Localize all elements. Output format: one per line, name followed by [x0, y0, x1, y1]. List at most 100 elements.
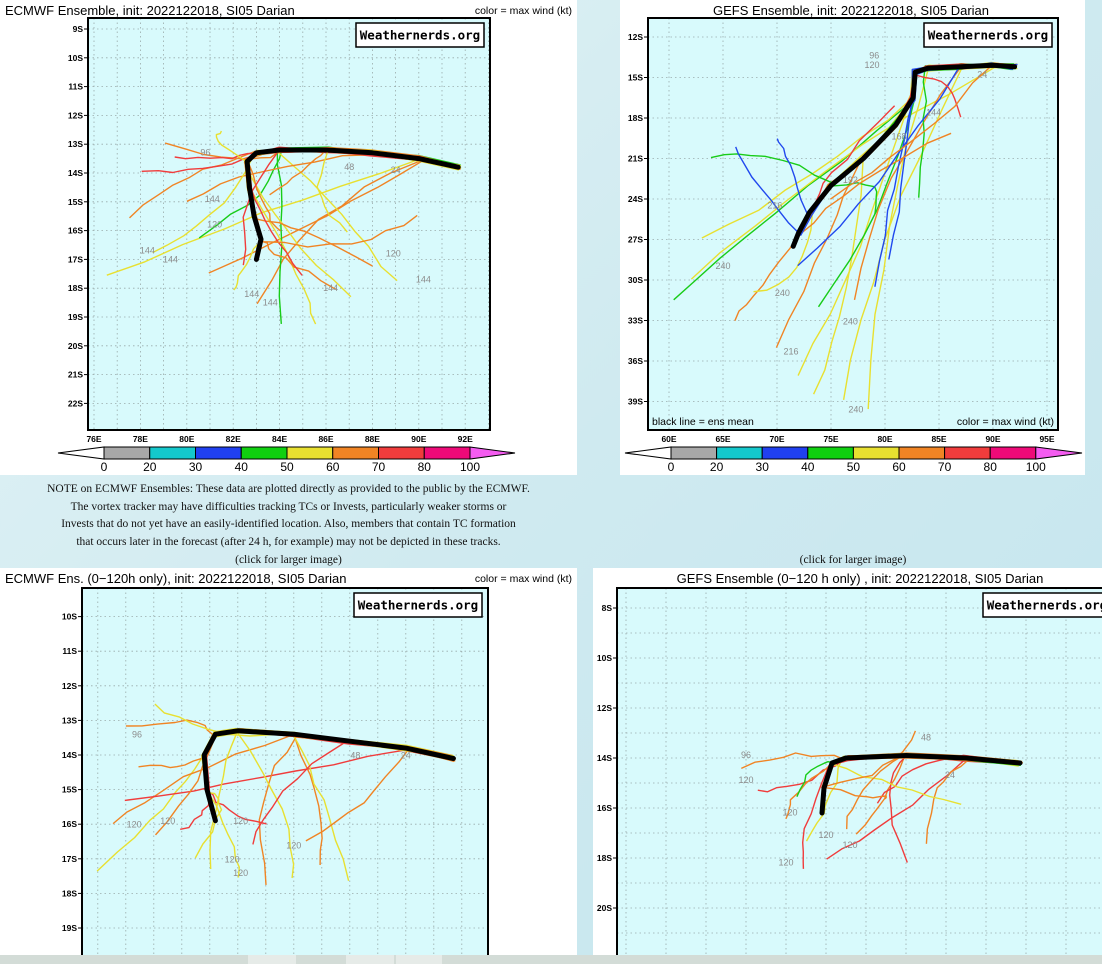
forecast-hour-label: 96: [132, 730, 142, 740]
click-larger-image-link[interactable]: (click for larger image): [235, 554, 342, 566]
lat-tick-label: 12S: [68, 110, 83, 120]
colorbar-segment: [944, 446, 991, 460]
note-line: Invests that do not yet have an easily-i…: [61, 518, 516, 530]
forecast-hour-label: 120: [225, 854, 240, 864]
forecast-hour-label: 144: [140, 246, 155, 256]
lat-tick-label: 14S: [68, 168, 83, 178]
lat-tick-label: 20S: [597, 903, 612, 913]
forecast-hour-label: 96: [200, 148, 210, 158]
colorbar-label: 30: [756, 460, 770, 474]
lat-tick-label: 15S: [628, 73, 643, 83]
member-track: [690, 65, 1015, 280]
ensemble-mean-track: [790, 62, 1018, 249]
forecast-hour-label: 144: [323, 283, 338, 293]
forecast-hour-label: 144: [163, 254, 178, 264]
colorbar-segment: [852, 446, 900, 460]
logo-box: [353, 592, 483, 618]
lat-tick-label: 19S: [62, 923, 77, 933]
colorbar-label: 50: [280, 460, 294, 474]
colorbar-label: 40: [235, 460, 249, 474]
bottom-scrollbar[interactable]: [0, 955, 1102, 964]
lon-tick-label: 82E: [226, 434, 241, 444]
member-track: [305, 748, 456, 842]
lat-tick-label: 18S: [62, 888, 77, 898]
lon-tick-label: 86E: [318, 434, 333, 444]
lat-tick-label: 12S: [628, 32, 643, 42]
colorbar-label: 50: [847, 460, 861, 474]
map-content: 120 120 120 120 120 120 48 24 96: [82, 588, 488, 964]
gridlines: [648, 18, 1058, 430]
forecast-hour-label: 144: [244, 289, 259, 299]
ensemble-mean-track: [819, 753, 1023, 816]
forecast-hour-label: 120: [286, 840, 301, 850]
colorbar-label: 30: [189, 460, 203, 474]
lat-tick-label: 15S: [68, 197, 83, 207]
gridlines: [82, 588, 488, 964]
lon-tick-label: 75E: [823, 434, 838, 444]
colorbar-label: 70: [938, 460, 952, 474]
lon-tick-label: 92E: [458, 434, 473, 444]
colorbar-segment: [807, 446, 854, 460]
lat-tick-label: 39S: [628, 397, 643, 407]
forecast-hour-label: 120: [386, 249, 401, 259]
colorbar-label: 20: [710, 460, 724, 474]
click-larger-image-link[interactable]: (click for larger image): [799, 554, 907, 566]
lat-tick-label: 18S: [628, 113, 643, 123]
forecast-hour-label: 120: [818, 830, 833, 840]
colorbar-max-arrow: [1035, 446, 1083, 460]
colorbar-segment: [716, 446, 763, 460]
member-track: [124, 749, 452, 802]
lat-tick-label: 17S: [62, 854, 77, 864]
wind-colorbar: 0 20 30 40 50 60 70 80 100: [624, 446, 1083, 474]
map-panel-gefs-full[interactable]: GEFS Ensemble, init: 2022122018, SI05 Da…: [620, 0, 1085, 475]
lon-tick-label: 60E: [661, 434, 676, 444]
logo-box: [355, 22, 485, 48]
colorbar-label: 60: [892, 460, 906, 474]
color-legend-label: color = max wind (kt): [475, 5, 572, 17]
lon-tick-label: 76E: [86, 434, 101, 444]
forecast-hour-label: 120: [160, 816, 175, 826]
ecmwf-note: NOTE on ECMWF Ensembles: These data are …: [0, 481, 577, 551]
forecast-hour-label: 24: [945, 770, 955, 780]
forecast-hour-label: 120: [233, 868, 248, 878]
colorbar-label: 20: [143, 460, 157, 474]
lat-tick-label: 10S: [68, 53, 83, 63]
lon-tick-label: 78E: [133, 434, 148, 444]
lat-tick-label: 30S: [628, 275, 643, 285]
map-area: [617, 588, 1102, 964]
lat-tick-label: 20S: [68, 341, 83, 351]
weathernerds-logo: Weathernerds.org: [987, 598, 1102, 613]
colorbar-segment: [989, 446, 1037, 460]
logo-box: [923, 22, 1053, 48]
lat-tick-label: 33S: [628, 316, 643, 326]
forecast-hour-label: 144: [263, 297, 278, 307]
forecast-hour-label: 24: [977, 70, 987, 80]
lat-tick-label: 11S: [62, 646, 77, 656]
forecast-hour-label: 240: [843, 317, 858, 327]
map-title: GEFS Ensemble, init: 2022122018, SI05 Da…: [713, 3, 989, 18]
color-legend-label: color = max wind (kt): [957, 416, 1054, 428]
lat-tick-label: 22S: [68, 398, 83, 408]
colorbar-label: 100: [1026, 460, 1046, 474]
forecast-hour-label: 144: [926, 107, 941, 117]
map-content: 144 144 144 144 120 144 144 48 24 96 120 144: [88, 18, 490, 430]
lat-tick-label: 36S: [628, 356, 643, 366]
forecast-hour-label: 48: [921, 733, 931, 743]
forecast-hour-label: 216: [767, 200, 782, 210]
map-panel-gefs-120h[interactable]: GEFS Ensemble (0−120 h only) , init: 202…: [593, 568, 1102, 964]
member-track: [829, 62, 1014, 200]
forecast-hour-label: 240: [848, 404, 863, 414]
forecast-hour-label: 120: [782, 808, 797, 818]
forecast-hour-label: 24: [391, 165, 401, 175]
colorbar-label: 100: [460, 460, 480, 474]
forecast-hour-label: 48: [344, 162, 354, 172]
map-panel-ecmwf-120h[interactable]: ECMWF Ens. (0−120h only), init: 20221220…: [0, 568, 577, 964]
forecast-hour-label: 120: [207, 220, 222, 230]
member-track: [242, 150, 461, 266]
lat-tick-label: 16S: [597, 803, 612, 813]
member-track: [912, 63, 1013, 118]
colorbar-segment: [149, 446, 196, 460]
forecast-hour-label: 120: [842, 840, 857, 850]
map-panel-ecmwf-full[interactable]: ECMWF Ensemble, init: 2022122018, SI05 D…: [0, 0, 577, 475]
map-frame: [87, 17, 491, 431]
